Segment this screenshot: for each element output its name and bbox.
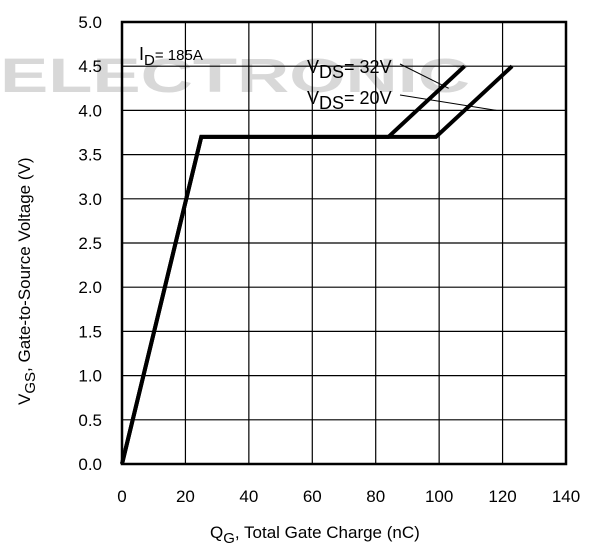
vds32-leader: [399, 63, 449, 89]
annotation-leaders: [399, 63, 497, 111]
y-tick-labels: 0.0 0.5 1.0 1.5 2.0 2.5 3.0 3.5 4.0 4.5 5.0: [78, 13, 102, 474]
watermark: ELECTRONIC: [0, 50, 470, 103]
x-tick-label: 120: [488, 487, 516, 506]
series-line-1: [120, 64, 466, 465]
vds20-leader: [399, 94, 497, 111]
y-tick-label: 3.5: [78, 146, 102, 165]
plot-frame: [120, 20, 568, 466]
series-line-2: [120, 64, 514, 465]
x-tick-label: 80: [366, 487, 385, 506]
y-tick-label: 3.0: [78, 190, 102, 209]
y-tick-label: 4.0: [78, 101, 102, 120]
x-tick-label: 140: [552, 487, 580, 506]
x-tick-label: 20: [176, 487, 195, 506]
y-tick-label: 0.0: [78, 455, 102, 474]
x-tick-label: 60: [303, 487, 322, 506]
x-axis-label: QG, Total Gate Charge (nC): [210, 523, 420, 547]
y-tick-label: 1.0: [78, 367, 102, 386]
x-tick-label: 100: [425, 487, 453, 506]
y-tick-label: 2.5: [78, 234, 102, 253]
y-tick-label: 0.5: [78, 411, 102, 430]
y-tick-label: 5.0: [78, 13, 102, 32]
x-tick-label: 40: [239, 487, 258, 506]
x-tick-label: 0: [117, 487, 126, 506]
y-tick-label: 1.5: [78, 322, 102, 341]
grid-lines: [121, 21, 567, 465]
vds32-annotation: VDS= 32V: [307, 57, 392, 82]
y-tick-label: 4.5: [78, 57, 102, 76]
id-annotation: ID= 185A: [139, 44, 203, 69]
y-axis-label: VGS, Gate-to-Source Voltage (V): [15, 157, 39, 405]
series-lines: [120, 64, 514, 465]
y-tick-label: 2.0: [78, 278, 102, 297]
x-tick-labels: 0 20 40 60 80 100 120 140: [117, 487, 580, 506]
vds20-annotation: VDS= 20V: [307, 88, 392, 113]
